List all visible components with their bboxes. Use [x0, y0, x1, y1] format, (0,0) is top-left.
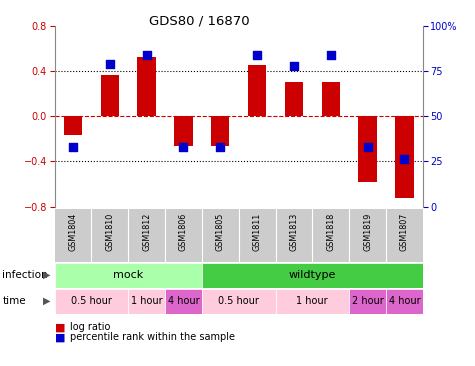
Bar — [211, 116, 229, 146]
Bar — [128, 289, 165, 314]
Bar — [202, 289, 276, 314]
Text: 0.5 hour: 0.5 hour — [218, 296, 259, 306]
Text: ▶: ▶ — [43, 296, 51, 306]
Point — [327, 52, 334, 58]
Text: GSM1812: GSM1812 — [142, 213, 151, 251]
Bar — [202, 263, 423, 288]
Bar — [322, 82, 340, 116]
Text: 1 hour: 1 hour — [296, 296, 328, 306]
Point — [217, 144, 224, 150]
Text: 2 hour: 2 hour — [352, 296, 383, 306]
Text: GSM1813: GSM1813 — [289, 213, 298, 251]
Text: mock: mock — [113, 270, 143, 280]
Point — [253, 52, 261, 58]
Text: GSM1807: GSM1807 — [400, 213, 409, 251]
Text: GSM1811: GSM1811 — [253, 213, 262, 251]
Bar — [285, 82, 303, 116]
Text: log ratio: log ratio — [70, 322, 111, 332]
Bar — [137, 57, 156, 116]
Bar — [386, 289, 423, 314]
Bar — [174, 116, 193, 146]
Bar — [349, 289, 386, 314]
Bar — [101, 75, 119, 116]
Bar — [165, 289, 202, 314]
Text: 4 hour: 4 hour — [168, 296, 200, 306]
Text: ■: ■ — [55, 322, 65, 332]
Text: GSM1819: GSM1819 — [363, 213, 372, 251]
Point — [143, 52, 151, 58]
Point — [364, 144, 371, 150]
Point — [106, 61, 114, 67]
Text: 0.5 hour: 0.5 hour — [71, 296, 112, 306]
Text: wildtype: wildtype — [289, 270, 336, 280]
Point — [400, 156, 408, 162]
Text: GSM1810: GSM1810 — [105, 213, 114, 251]
Text: 4 hour: 4 hour — [389, 296, 420, 306]
Text: GSM1806: GSM1806 — [179, 213, 188, 251]
Text: GSM1805: GSM1805 — [216, 213, 225, 251]
Bar — [64, 116, 82, 135]
Point — [180, 144, 187, 150]
Text: ▶: ▶ — [43, 270, 51, 280]
Text: percentile rank within the sample: percentile rank within the sample — [70, 332, 235, 343]
Bar — [248, 65, 266, 116]
Text: ■: ■ — [55, 332, 65, 343]
Text: 1 hour: 1 hour — [131, 296, 162, 306]
Text: GDS80 / 16870: GDS80 / 16870 — [149, 15, 250, 28]
Bar — [276, 289, 349, 314]
Point — [69, 144, 77, 150]
Bar — [55, 289, 128, 314]
Bar — [358, 116, 377, 182]
Bar — [395, 116, 414, 198]
Text: infection: infection — [2, 270, 48, 280]
Point — [290, 63, 298, 69]
Text: time: time — [2, 296, 26, 306]
Text: GSM1818: GSM1818 — [326, 213, 335, 251]
Bar — [55, 263, 202, 288]
Text: GSM1804: GSM1804 — [68, 213, 77, 251]
